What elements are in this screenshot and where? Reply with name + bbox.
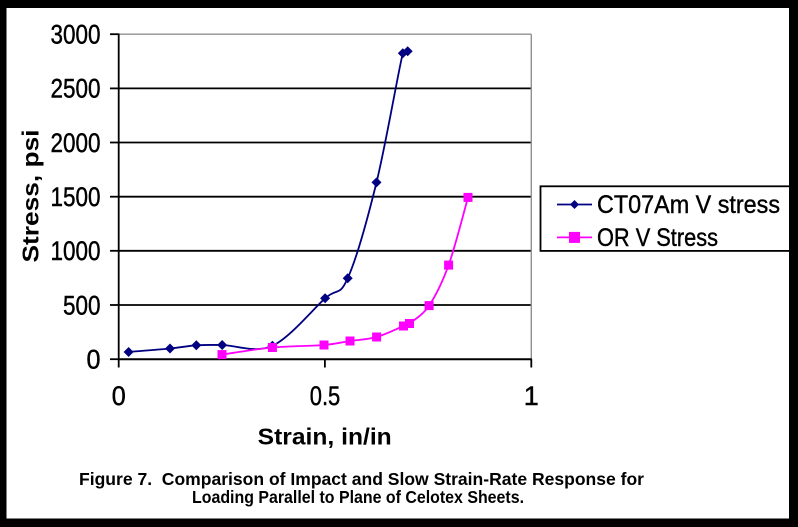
svg-text:1500: 1500 (51, 182, 101, 212)
svg-text:0: 0 (112, 381, 126, 411)
svg-text:0.5: 0.5 (310, 381, 341, 411)
svg-text:OR V Stress: OR V Stress (597, 224, 718, 252)
svg-text:2500: 2500 (51, 74, 101, 104)
svg-text:CT07Am V stress: CT07Am V stress (597, 191, 780, 219)
svg-text:1: 1 (524, 381, 539, 411)
svg-text:Strain, in/in: Strain, in/in (258, 423, 392, 449)
svg-text:Figure 7. Comparison of Impac: Figure 7. Comparison of Impact and Slow … (79, 469, 644, 489)
svg-text:0: 0 (87, 345, 101, 375)
svg-text:2000: 2000 (51, 128, 101, 158)
svg-text:1000: 1000 (51, 236, 101, 266)
svg-text:500: 500 (63, 290, 101, 320)
svg-text:Loading Parallel to Plane of C: Loading Parallel to Plane of Celotex She… (192, 487, 524, 507)
svg-text:3000: 3000 (51, 20, 101, 50)
svg-text:Stress, psi: Stress, psi (18, 130, 44, 263)
